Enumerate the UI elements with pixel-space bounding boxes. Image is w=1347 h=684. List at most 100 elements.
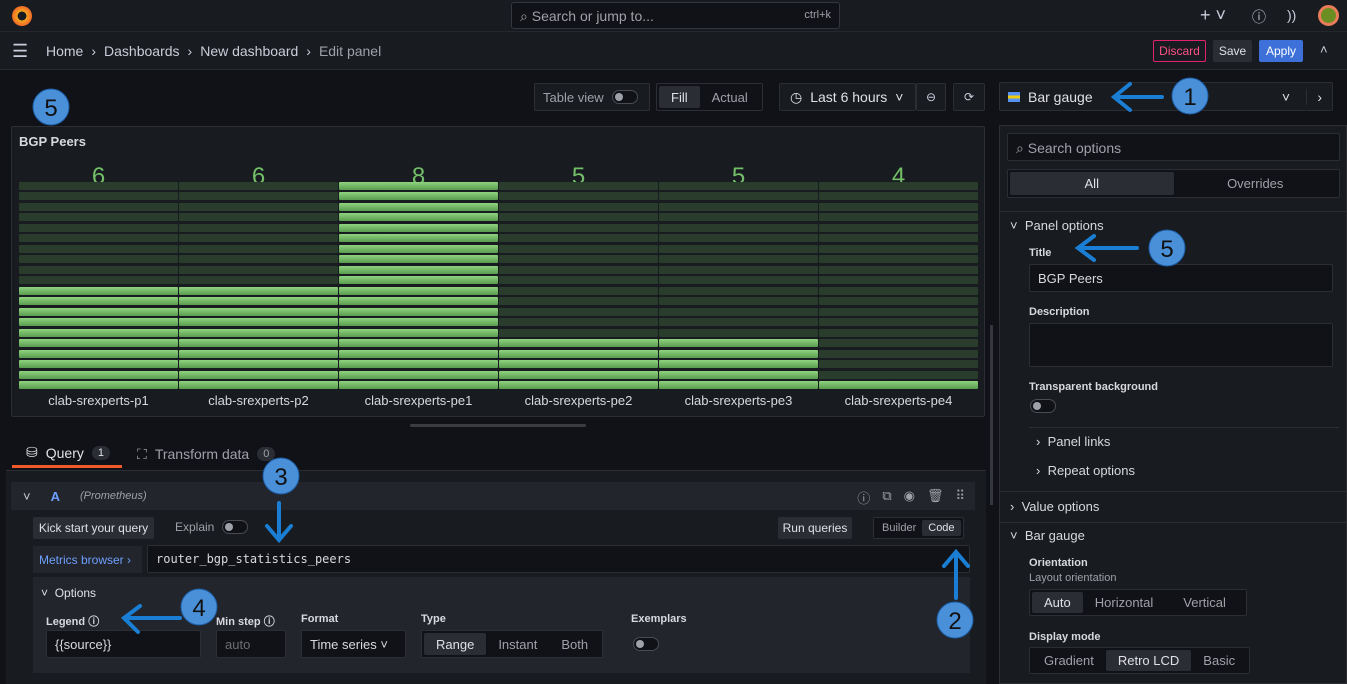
code-option[interactable]: Code [922,520,961,536]
gauge-cell [499,276,658,284]
search-options-input[interactable]: ⌕ Search options [1007,133,1340,161]
gauge-cell [179,181,338,190]
type-range[interactable]: Range [424,633,487,655]
tab-transform[interactable]: ⛶ Transform data 0 [137,440,276,468]
query-row-header[interactable]: ˅ A (Prometheus) ⓘ ⧉ ◉ 🗑 ⠿ [11,482,975,510]
fill-actual-toggle[interactable]: Fill Actual [656,83,763,111]
save-button[interactable]: Save [1213,40,1252,62]
panel-title: BGP Peers [19,134,86,149]
scrollbar[interactable] [990,325,993,505]
gauge-cell [179,213,338,221]
gauge-cell-lit [339,307,498,316]
annotation-5: 5 [44,95,57,122]
description-textarea[interactable] [1029,323,1333,367]
discard-button[interactable]: Discard [1153,40,1206,62]
zoom-out-button[interactable]: ⊖ [916,83,946,111]
database-icon: ⛁ [26,444,38,460]
menu-icon[interactable]: ☰ [12,41,29,61]
time-range-picker[interactable]: ◷ Last 6 hours ˅ [779,83,916,111]
exemplars-toggle[interactable] [633,637,659,651]
metrics-browser-button[interactable]: Metrics browser › [33,546,142,573]
actual-option[interactable]: Actual [711,89,748,105]
gauge-cell-lit [19,360,178,368]
gauge-cell [19,223,178,232]
help-icon[interactable]: ⓘ [1252,9,1266,25]
tab-all[interactable]: All [1010,172,1174,195]
title-input[interactable]: BGP Peers [1029,264,1333,292]
mode-gradient[interactable]: Gradient [1044,653,1094,668]
gauge-cell-lit [659,370,818,379]
gauge-cell [659,318,818,326]
gauge-cell [659,181,818,190]
explain-toggle[interactable]: Explain [175,520,249,534]
mode-retro-lcd[interactable]: Retro LCD [1105,650,1192,671]
help-icon[interactable]: ⓘ [857,491,871,506]
gauge-cell-lit [179,381,338,389]
min-step-input[interactable]: auto [216,630,286,658]
breadcrumb-home[interactable]: Home [46,43,84,59]
panel-options-header[interactable]: ˅ Panel options [1010,218,1104,233]
gauge-cell-lit [339,276,498,284]
eye-icon[interactable]: ◉ [903,488,915,503]
avatar[interactable] [1318,5,1339,26]
kick-start-button[interactable]: Kick start your query [33,517,154,539]
legend-input[interactable]: {{source}} [46,630,201,658]
gauge-cell [179,234,338,242]
gauge-cell [659,213,818,221]
orientation-auto[interactable]: Auto [1032,592,1083,613]
transparent-toggle[interactable] [1030,399,1056,413]
gauge-cell [499,181,658,190]
options-toggle[interactable]: ˅ Options [41,586,97,600]
gauge-bar: 5 clab-srexperts-pe3 [659,163,818,413]
gauge-cell [19,244,178,253]
gauge-bar: 8 clab-srexperts-pe1 [339,163,498,413]
transform-icon: ⛶ [137,445,147,462]
gauge-cell [499,192,658,200]
orientation-vertical[interactable]: Vertical [1183,595,1226,610]
news-icon[interactable]: )) [1287,7,1297,23]
bar-gauge-header[interactable]: ˅ Bar gauge [1010,528,1085,543]
tab-query[interactable]: ⛁ Query 1 [12,440,122,468]
panel-links-header[interactable]: › Panel links [1036,434,1111,449]
orientation-horizontal[interactable]: Horizontal [1094,595,1154,610]
value-options-header[interactable]: › Value options [1010,499,1100,514]
type-both[interactable]: Both [561,636,589,652]
builder-option[interactable]: Builder [882,522,917,534]
grafana-logo[interactable] [12,6,32,26]
gauge-cell [819,286,978,295]
apply-button[interactable]: Apply [1259,40,1303,62]
drag-icon[interactable]: ⠿ [955,488,965,503]
builder-code-toggle[interactable]: Builder Code [873,517,964,539]
mode-basic[interactable]: Basic [1203,653,1236,668]
fill-option[interactable]: Fill [659,86,700,108]
display-mode-toggle: Gradient Retro LCD Basic [1029,647,1251,674]
visualization-picker[interactable]: Bar gauge ˅ › [999,82,1333,111]
run-queries-button[interactable]: Run queries [778,517,852,539]
collapse-icon[interactable]: ˄ [1320,42,1328,57]
tab-overrides[interactable]: Overrides [1227,176,1284,191]
refresh-button[interactable]: ⟳ [953,83,985,111]
trash-icon[interactable]: 🗑 [926,488,944,503]
options-pane: ⌕ Search options All Overrides ˅ Panel op… [999,125,1347,684]
repeat-options-header[interactable]: › Repeat options [1036,463,1136,478]
duplicate-icon[interactable]: ⧉ [882,488,892,503]
gauge-cell [819,202,978,211]
search-input[interactable]: ⌕ Search or jump to... ctrl+k [511,2,840,29]
type-instant[interactable]: Instant [498,636,538,652]
type-toggle[interactable]: Range Instant Both [421,630,604,658]
gauge-cell-lit [499,381,658,389]
gauge-cell [19,234,178,242]
query-expression-input[interactable]: router_bgp_statistics_peers [147,545,970,573]
add-icon[interactable]: + ˅ [1200,5,1227,25]
gauge-cell-lit [339,265,498,274]
resize-handle[interactable] [410,424,586,427]
breadcrumb-dashboards[interactable]: Dashboards [104,43,180,59]
breadcrumb-dashboard[interactable]: New dashboard [200,43,299,59]
format-select[interactable]: Time series ˅ [301,630,406,658]
gauge-cell [659,202,818,211]
gauge-bar: 6 clab-srexperts-p2 [179,163,338,413]
gauge-cell [659,192,818,200]
table-view-toggle[interactable]: Table view [534,83,650,111]
top-bar: ⌕ Search or jump to... ctrl+k + ˅ ⓘ )) [0,0,1347,32]
gauge-cell-lit [339,234,498,242]
